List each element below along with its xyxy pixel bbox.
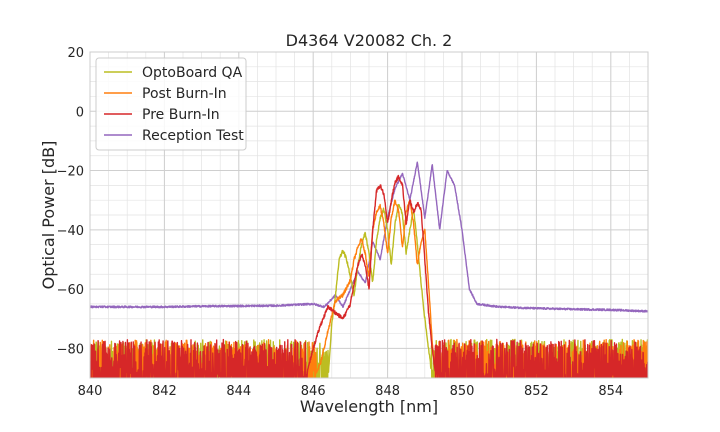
series-line-optoboard-qa — [90, 203, 648, 378]
x-tick-label: 844 — [226, 384, 251, 399]
legend-label: Post Burn-In — [142, 86, 227, 102]
plot-frame — [89, 51, 649, 379]
x-axis-label: Wavelength [nm] — [300, 397, 438, 416]
legend-box — [95, 57, 247, 151]
y-tick-label: −20 — [57, 165, 84, 180]
y-tick-labels: −80 −60 −40 −20 0 20 — [57, 46, 84, 357]
legend-label: OptoBoard QA — [142, 65, 243, 81]
y-tick-label: −40 — [57, 224, 84, 239]
legend-label: Pre Burn-In — [142, 107, 220, 123]
y-tick-label: −60 — [57, 283, 84, 298]
y-axis-label: Optical Power [dB] — [39, 141, 58, 290]
series-line-reception-test — [90, 161, 648, 313]
legend: OptoBoard QA Post Burn-In Pre Burn-In Recep… — [95, 57, 247, 151]
y-tick-label: −80 — [57, 342, 84, 357]
x-tick-label: 854 — [598, 384, 623, 399]
x-tick-label: 842 — [152, 384, 177, 399]
x-tick-label: 848 — [375, 384, 400, 399]
x-tick-label: 840 — [78, 384, 103, 399]
y-tick-label: 20 — [67, 46, 84, 61]
chart-title: D4364 V20082 Ch. 2 — [286, 31, 453, 50]
x-tick-label: 852 — [524, 384, 549, 399]
series-line-pre-burn-in — [90, 174, 648, 378]
series-layer — [90, 161, 648, 378]
legend-label: Reception Test — [142, 128, 244, 144]
y-tick-label: 0 — [76, 105, 84, 120]
x-tick-label: 846 — [301, 384, 326, 399]
x-tick-labels: 840 842 844 846 848 850 852 854 — [78, 384, 624, 399]
x-tick-label: 850 — [450, 384, 475, 399]
